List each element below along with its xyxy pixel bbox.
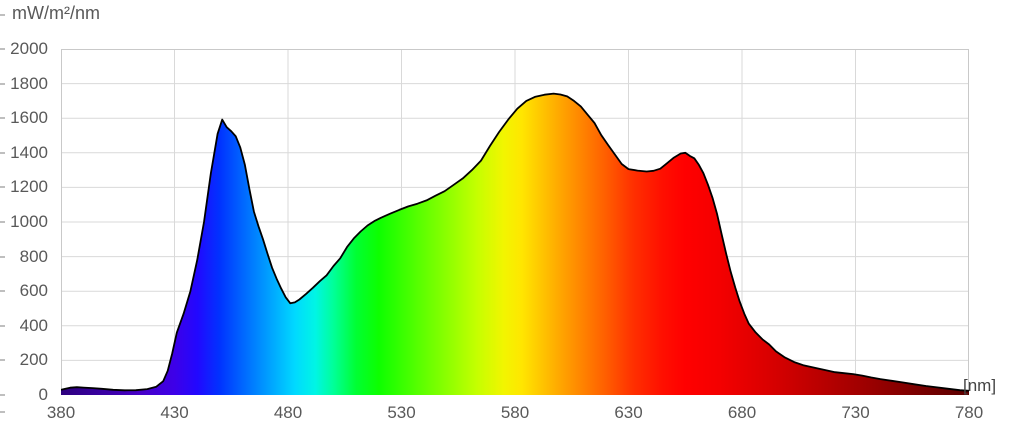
y-axis-label: 600 <box>19 281 48 301</box>
x-axis-label: 580 <box>500 403 530 422</box>
y-axis-tick <box>0 394 5 396</box>
y-axis-label: 1000 <box>10 212 48 231</box>
spectrum-curve <box>61 92 969 392</box>
y-axis-tick <box>0 290 5 293</box>
y-axis-label: 800 <box>19 246 48 266</box>
y-axis-label: 1800 <box>10 73 48 93</box>
y-axis-label: 0 <box>38 385 48 404</box>
x-axis-label: 780 <box>954 403 984 422</box>
y-axis-tick <box>0 117 5 120</box>
x-axis-label: 680 <box>727 403 757 422</box>
y-axis-tick <box>0 14 5 16</box>
x-axis-label: 630 <box>614 403 643 422</box>
y-axis-label: 200 <box>19 350 48 370</box>
x-axis-label: 430 <box>160 403 189 422</box>
x-axis-label: 530 <box>387 403 416 422</box>
y-axis-tick <box>0 48 5 50</box>
x-axis-label: 730 <box>841 403 870 422</box>
y-axis-tick <box>0 359 5 362</box>
x-axis-label: 380 <box>46 403 76 422</box>
y-axis-tick <box>0 186 5 189</box>
plot-area <box>61 49 969 395</box>
y-axis-tick <box>0 255 5 258</box>
x-axis-unit-label: [nm] <box>963 376 997 395</box>
y-axis-label: 1200 <box>10 177 48 197</box>
y-axis-tick <box>0 324 5 327</box>
y-axis-tick <box>0 82 5 85</box>
spectrum-area-fill <box>61 93 969 395</box>
y-axis-label: 1600 <box>10 108 48 128</box>
x-axis-label: 480 <box>273 403 303 422</box>
y-axis-tick <box>0 221 5 223</box>
y-axis-label: 2000 <box>10 39 48 58</box>
y-axis-unit-title: mW/m²/nm <box>12 3 100 23</box>
y-axis-tick <box>0 411 5 413</box>
y-axis-tick <box>0 151 5 154</box>
y-axis-label: 1400 <box>10 142 48 162</box>
y-axis-label: 400 <box>19 315 48 335</box>
